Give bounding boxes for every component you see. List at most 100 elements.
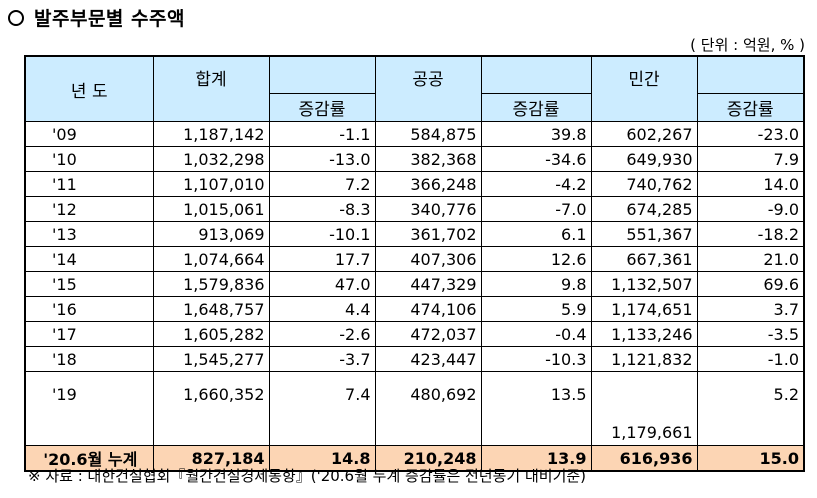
header-row-1: 년 도 합계 공공 민간 (24, 55, 805, 122)
cell-public: 480,692 (374, 371, 482, 446)
cell-private-chg: 21.0 (696, 246, 805, 272)
cell-total-chg: -8.3 (268, 196, 376, 222)
cell-public: 423,447 (374, 346, 482, 372)
cell-public-chg: 5.9 (480, 296, 592, 322)
cell-private: 1,132,507 (590, 271, 698, 297)
cell-private-chg: -23.0 (696, 121, 805, 147)
footnote: ※ 자료 : 대한건설협회『월간건설경제동향』('20.6월 누계 증감률은 전… (28, 467, 587, 485)
table-row: '14 1,074,664 17.7 407,306 12.6 667,361 21.0 (24, 246, 805, 272)
header-total-change: 증감률 (268, 93, 376, 122)
cell-total: 1,074,664 (152, 246, 270, 272)
table-row: '13 913,069 -10.1 361,702 6.1 551,367 -18.2 (24, 221, 805, 247)
cell-public: 584,875 (374, 121, 482, 147)
header-private-change: 증감률 (696, 93, 805, 122)
orders-table: 년 도 합계 공공 민간 증감률 증감률 증감률 '09 1,187,142 -1.… (24, 55, 805, 472)
header-public-spacer (480, 55, 592, 94)
cell-total: 1,032,298 (152, 146, 270, 172)
cell-public-chg: 13.9 (480, 445, 592, 472)
header-private: 민간 (590, 55, 698, 122)
cell-private-chg: 14.0 (696, 171, 805, 197)
table-row: '18 1,545,277 -3.7 423,447 -10.3 1,121,832 -1.… (24, 346, 805, 372)
cell-public: 382,368 (374, 146, 482, 172)
cell-private-chg: -1.0 (696, 346, 805, 372)
cell-year: '16 (24, 296, 154, 322)
cell-private: 551,367 (590, 221, 698, 247)
cell-total: 1,660,352 (152, 371, 270, 446)
header-row-2: 증감률 증감률 증감률 (25, 93, 805, 122)
cell-public: 407,306 (374, 246, 482, 272)
cell-year: '20.6월 누계 (24, 445, 154, 472)
cell-private: 616,936 (590, 445, 698, 472)
cell-private: 740,762 (590, 171, 698, 197)
cell-total-chg: -10.1 (268, 221, 376, 247)
cell-total-chg: 4.4 (268, 296, 376, 322)
cell-private-chg: 15.0 (696, 445, 805, 472)
table-row: '20.6월 누계 827,184 14.8 210,248 13.9 616,936 15… (24, 445, 805, 472)
cell-private-chg: -3.5 (696, 321, 805, 347)
cell-year: '19 (24, 371, 154, 446)
cell-public-chg: 12.6 (480, 246, 592, 272)
cell-total-chg: 47.0 (268, 271, 376, 297)
cell-public-chg: 39.8 (480, 121, 592, 147)
cell-private: 602,267 (590, 121, 698, 147)
cell-private: 667,361 (590, 246, 698, 272)
cell-private-chg: 5.2 (696, 371, 805, 446)
cell-private-chg: 3.7 (696, 296, 805, 322)
table-row: '17 1,605,282 -2.6 472,037 -0.4 1,133,246 -3.5 (24, 321, 805, 347)
table-row: '11 1,107,010 7.2 366,248 -4.2 740,762 14.0 (24, 171, 805, 197)
cell-year: '15 (24, 271, 154, 297)
cell-total-chg: 14.8 (268, 445, 376, 472)
cell-total: 1,545,277 (152, 346, 270, 372)
table-row: '16 1,648,757 4.4 474,106 5.9 1,174,651 3.7 (24, 296, 805, 322)
cell-total: 827,184 (152, 445, 270, 472)
header-year: 년 도 (24, 55, 154, 122)
section-title-text: 발주부문별 수주액 (34, 8, 185, 30)
cell-public-chg: -4.2 (480, 171, 592, 197)
circle-bullet-icon (8, 9, 24, 26)
unit-note: ( 단위 : 억원, % ) (690, 36, 805, 54)
cell-private: 674,285 (590, 196, 698, 222)
header-public-change: 증감률 (480, 93, 592, 122)
cell-private-chg: -18.2 (696, 221, 805, 247)
cell-total-chg: -1.1 (268, 121, 376, 147)
cell-total: 1,107,010 (152, 171, 270, 197)
cell-total-chg: -3.7 (268, 346, 376, 372)
cell-public: 447,329 (374, 271, 482, 297)
cell-private: 649,930 (590, 146, 698, 172)
cell-public: 366,248 (374, 171, 482, 197)
cell-year: '13 (24, 221, 154, 247)
cell-total-chg: 17.7 (268, 246, 376, 272)
cell-private: 1,121,832 (590, 346, 698, 372)
cell-total: 1,605,282 (152, 321, 270, 347)
cell-year: '09 (24, 121, 154, 147)
cell-total-chg: -2.6 (268, 321, 376, 347)
cell-private-chg: 7.9 (696, 146, 805, 172)
table-row: '15 1,579,836 47.0 447,329 9.8 1,132,507 69.6 (24, 271, 805, 297)
cell-private: 1,179,661 (590, 371, 698, 446)
cell-public-chg: -10.3 (480, 346, 592, 372)
table-row: '09 1,187,142 -1.1 584,875 39.8 602,267 -23.0 (24, 121, 805, 147)
cell-public: 210,248 (374, 445, 482, 472)
table-row: '19 1,660,352 7.4 480,692 13.5 1,179,661 5.2 (24, 371, 805, 446)
cell-year: '12 (24, 196, 154, 222)
cell-year: '10 (24, 146, 154, 172)
cell-year: '17 (24, 321, 154, 347)
cell-public-chg: 6.1 (480, 221, 592, 247)
header-public: 공공 (374, 55, 482, 122)
cell-total: 1,187,142 (152, 121, 270, 147)
cell-total: 1,015,061 (152, 196, 270, 222)
cell-public-chg: -0.4 (480, 321, 592, 347)
cell-total-chg: 7.2 (268, 171, 376, 197)
cell-public: 472,037 (374, 321, 482, 347)
cell-total: 1,579,836 (152, 271, 270, 297)
cell-private-chg: -9.0 (696, 196, 805, 222)
cell-public-chg: -7.0 (480, 196, 592, 222)
cell-public-chg: 13.5 (480, 371, 592, 446)
cell-year: '18 (24, 346, 154, 372)
cell-total-chg: -13.0 (268, 146, 376, 172)
cell-total-chg: 7.4 (268, 371, 376, 446)
table-row: '10 1,032,298 -13.0 382,368 -34.6 649,930 7.9 (24, 146, 805, 172)
cell-year: '11 (24, 171, 154, 197)
header-total: 합계 (152, 55, 270, 122)
cell-public: 361,702 (374, 221, 482, 247)
